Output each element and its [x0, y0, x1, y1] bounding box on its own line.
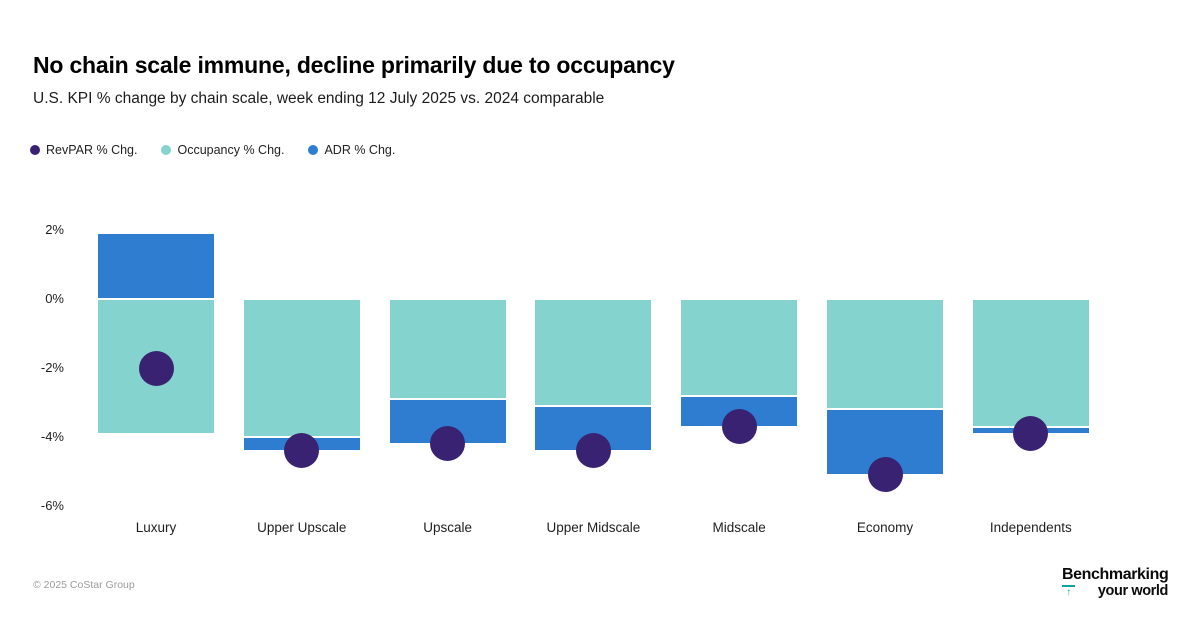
occupancy-bar-segment: [971, 299, 1090, 427]
legend-item: Occupancy % Chg.: [161, 143, 284, 157]
y-axis-tick-label: 2%: [45, 222, 64, 237]
x-axis-category-label: Midscale: [712, 520, 766, 535]
revpar-point: [867, 457, 903, 493]
copyright-text: © 2025 CoStar Group: [33, 579, 135, 591]
logo-line2-text: your world: [1097, 583, 1169, 599]
adr-bar-segment: [97, 233, 215, 299]
page-title: No chain scale immune, decline primarily…: [33, 52, 675, 78]
revpar-point: [138, 350, 174, 386]
chart-subtitle: U.S. KPI % change by chain scale, week e…: [33, 90, 605, 107]
occupancy-bar-segment: [242, 299, 361, 437]
circle-swatch-icon: [161, 145, 172, 155]
occupancy-bar-segment: [388, 299, 507, 400]
x-axis-category-label: Upscale: [423, 520, 472, 535]
x-axis-category-label: Independents: [989, 520, 1072, 535]
revpar-point: [1013, 416, 1049, 452]
x-axis-category-label: Upper Midscale: [546, 520, 641, 535]
occupancy-bar-segment: [826, 299, 944, 410]
legend-label: RevPAR % Chg.: [46, 143, 138, 157]
legend-label: Occupancy % Chg.: [177, 143, 285, 157]
logo-line1: Benchmarking: [1062, 566, 1169, 583]
y-axis-tick-label: -6%: [40, 498, 64, 513]
revpar-point: [575, 433, 611, 469]
occupancy-bar-segment: [680, 299, 799, 396]
x-axis-category-label: Upper Upscale: [257, 520, 347, 535]
chart-legend: RevPAR % Chg. Occupancy % Chg. ADR % Chg.: [30, 143, 395, 157]
legend-label: ADR % Chg.: [324, 143, 396, 157]
legend-item: RevPAR % Chg.: [30, 143, 137, 157]
benchmarking-your-world-logo: Benchmarking ↑ your world: [1062, 566, 1169, 599]
legend-item: ADR % Chg.: [308, 143, 395, 157]
logo-line2: ↑ your world: [1062, 583, 1168, 599]
revpar-point: [721, 409, 757, 445]
x-axis-category-label: Economy: [856, 520, 914, 535]
revpar-point: [430, 426, 466, 462]
revpar-point: [284, 433, 320, 469]
up-arrow-to-bar-icon: ↑: [1062, 584, 1075, 598]
y-axis-tick-label: 0%: [45, 291, 64, 306]
y-axis-tick-label: -4%: [40, 429, 64, 444]
x-axis-category-label: Luxury: [135, 520, 177, 535]
y-axis-tick-label: -2%: [40, 360, 64, 375]
circle-swatch-icon: [30, 145, 40, 155]
occupancy-bar-segment: [534, 299, 653, 406]
circle-swatch-icon: [308, 145, 319, 155]
